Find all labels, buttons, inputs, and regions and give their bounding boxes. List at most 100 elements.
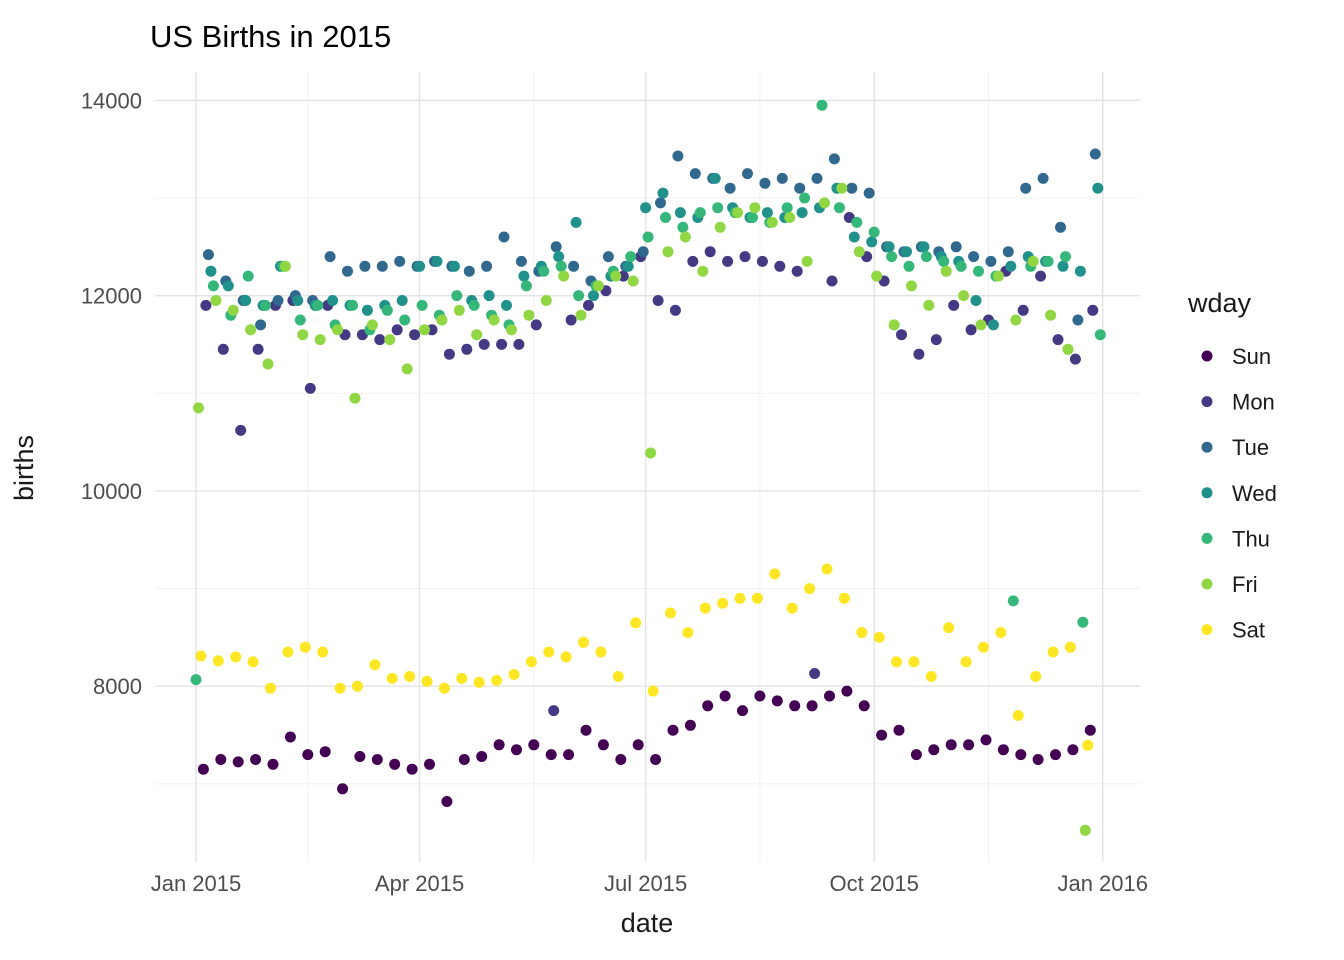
data-point-mon [826,275,838,287]
x-tick-label: Jan 2016 [1057,871,1148,896]
data-point-wed [414,260,426,272]
data-point-fri [575,309,587,321]
data-point-sun [371,754,383,765]
data-point-sat [1012,710,1024,721]
data-point-sun [302,749,314,761]
data-point-tue [376,260,388,272]
data-point-fri [193,402,204,414]
legend-item-label: Sat [1232,618,1265,643]
data-point-wed [222,280,234,292]
legend-item-label: Thu [1232,526,1270,551]
data-point-wed [1057,260,1069,272]
data-point-thu [1077,616,1089,628]
data-point-thu [451,290,463,302]
x-tick-label: Oct 2015 [830,871,919,896]
data-point-thu [816,99,828,111]
data-point-sat [456,672,468,684]
data-point-mon [583,299,594,311]
data-point-sat [421,675,433,687]
data-point-sat [612,671,624,682]
data-point-thu [555,260,567,272]
data-point-sat [647,685,659,697]
data-point-sun [928,744,940,756]
data-point-mon [409,329,421,341]
data-point-mon [704,246,716,258]
data-point-tue [637,246,649,258]
data-point-sun [789,700,801,712]
data-point-wed [240,295,252,306]
data-point-mon [965,324,977,336]
data-point-tue [985,255,997,267]
data-point-fri [992,270,1004,282]
data-point-thu [207,280,219,292]
data-point-thu [712,202,724,214]
data-point-mon [478,338,490,350]
data-point-thu [851,216,863,228]
data-point-sun [1084,724,1096,736]
data-point-sun [632,739,644,751]
data-point-mon [722,255,734,267]
data-point-thu [833,202,845,214]
data-point-wed [588,290,599,302]
data-point-thu [573,290,585,302]
legend-item-label: Fri [1232,572,1258,597]
x-axis-label: date [621,908,674,938]
data-point-sat [543,646,555,658]
data-point-thu [1060,251,1071,263]
data-point-fri [714,221,726,233]
legend-item-label: Tue [1232,435,1269,460]
data-point-wed [361,304,373,316]
data-point-tue [255,319,267,331]
data-point-sun [615,754,627,765]
data-point-fri [366,319,378,331]
data-point-fri [453,304,465,316]
data-point-fri [384,334,396,346]
data-point-mon [235,424,247,436]
data-point-sun [580,724,592,736]
legend-item-wed: Wed [1201,481,1277,506]
data-point-fri [732,207,744,219]
y-tick-label: 10000 [81,479,142,504]
chart-title: US Births in 2015 [150,19,391,54]
data-point-wed [518,270,530,282]
data-point-sat [838,592,850,604]
data-point-sun [1032,754,1044,765]
data-point-tue [655,197,666,209]
legend-item-label: Wed [1232,481,1277,506]
data-point-thu [868,226,880,238]
data-point-sun [424,758,435,770]
data-point-fri [419,324,430,336]
data-point-sun [824,690,835,702]
legend-key-dot [1201,441,1213,453]
data-point-mon [496,338,508,350]
data-point-fri [1027,255,1039,267]
data-point-sun [267,758,279,770]
data-point-tue [724,182,736,194]
data-point-wed [709,172,721,184]
data-point-wed [483,290,495,302]
data-point-sat [630,617,642,629]
data-point-fri [853,246,865,258]
data-point-fri [888,319,900,331]
data-point-mon [374,334,386,346]
data-point-fri [836,182,848,194]
data-point-mon [1035,270,1047,282]
data-point-tue [568,260,580,272]
data-point-sun [806,700,818,712]
data-point-sat [195,650,207,662]
y-axis-label: births [9,435,39,501]
data-point-mon [669,304,681,316]
data-point-thu [468,299,480,311]
points-layer [190,99,1106,836]
data-point-sun [771,695,783,707]
data-point-wed [1005,260,1017,272]
data-point-fri [627,275,639,287]
data-point-mon [896,329,907,341]
data-point-sat [491,674,503,686]
data-point-sat [734,592,746,604]
data-point-sat [682,627,694,638]
data-point-sun [250,754,262,765]
data-point-fri [488,314,500,326]
data-point-tue [342,265,353,277]
data-point-thu [677,221,689,233]
